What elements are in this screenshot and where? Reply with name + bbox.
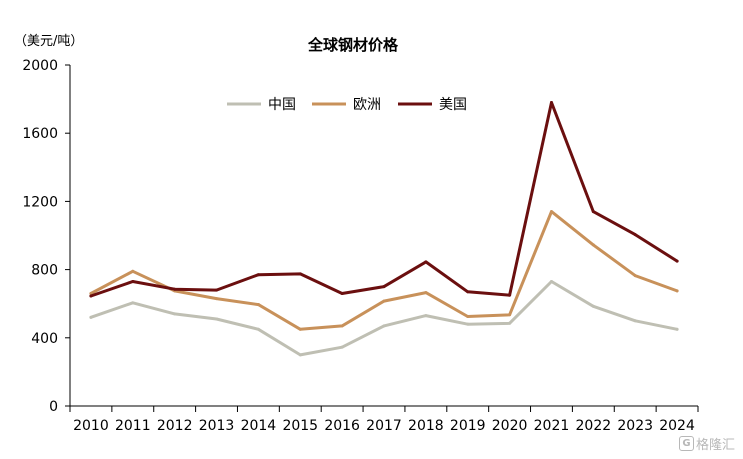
data-point	[215, 317, 219, 321]
data-point	[508, 321, 512, 325]
y-tick-label: 1200	[22, 194, 58, 210]
data-point	[298, 327, 302, 331]
x-tick-label: 2012	[157, 418, 193, 434]
y-tick-label: 800	[31, 263, 58, 279]
x-tick-label: 2018	[408, 418, 444, 434]
data-point	[549, 210, 553, 214]
data-point	[675, 289, 679, 293]
data-point	[256, 327, 260, 331]
x-tick-label: 2019	[450, 418, 486, 434]
x-tick-label: 2013	[199, 418, 235, 434]
x-tick-label: 2022	[576, 418, 612, 434]
axes: 0 400 800 1200 1600 2000 2010 2011 2012 2013 2014 2…	[22, 58, 699, 434]
data-point	[508, 313, 512, 317]
x-tick-label: 2010	[73, 418, 109, 434]
data-point	[340, 324, 344, 328]
data-point	[298, 353, 302, 357]
data-point	[173, 312, 177, 316]
data-point	[131, 301, 135, 305]
y-tick-label: 400	[31, 331, 58, 347]
data-point	[215, 297, 219, 301]
y-tick-label: 1600	[22, 126, 58, 142]
data-point	[591, 304, 595, 308]
x-tick-label: 2020	[492, 418, 528, 434]
data-point	[675, 327, 679, 331]
y-tick-label: 0	[49, 399, 58, 415]
watermark-text: 格隆汇	[695, 438, 735, 453]
legend: 中国 欧洲 美国	[227, 97, 467, 113]
data-point	[382, 324, 386, 328]
data-point	[298, 272, 302, 276]
data-point	[256, 303, 260, 307]
data-point	[466, 314, 470, 318]
data-point	[549, 101, 553, 105]
x-tick-label: 2023	[617, 418, 653, 434]
data-point	[633, 319, 637, 323]
x-tick-label: 2017	[366, 418, 402, 434]
data-point	[508, 293, 512, 297]
data-point	[633, 233, 637, 237]
data-point	[591, 243, 595, 247]
data-point	[591, 210, 595, 214]
chart-title: 全球钢材价格	[307, 36, 399, 54]
watermark: G 格隆汇	[678, 434, 735, 453]
series-line-2	[89, 101, 679, 298]
x-tick-label: 2011	[115, 418, 151, 434]
data-point	[215, 288, 219, 292]
data-point	[466, 322, 470, 326]
data-point	[173, 287, 177, 291]
x-tick-label: 2021	[534, 418, 570, 434]
y-unit-label: （美元/吨）	[14, 34, 83, 49]
data-point	[424, 260, 428, 264]
data-point	[131, 269, 135, 273]
data-point	[89, 315, 93, 319]
data-point	[340, 345, 344, 349]
data-point	[382, 299, 386, 303]
series-group	[89, 101, 679, 357]
data-point	[424, 291, 428, 295]
x-tick-label: 2014	[241, 418, 277, 434]
data-point	[256, 273, 260, 277]
x-tick-label: 2024	[659, 418, 695, 434]
watermark-logo-icon: G	[678, 436, 694, 451]
data-point	[549, 280, 553, 284]
data-point	[675, 259, 679, 263]
legend-label: 中国	[268, 97, 296, 113]
data-point	[424, 314, 428, 318]
data-point	[340, 291, 344, 295]
series-line-1	[89, 210, 679, 331]
data-point	[382, 285, 386, 289]
data-point	[633, 274, 637, 278]
x-tick-label: 2015	[282, 418, 318, 434]
x-tick-label: 2016	[324, 418, 360, 434]
y-tick-label: 2000	[22, 58, 58, 74]
data-point	[131, 280, 135, 284]
data-point	[89, 294, 93, 298]
legend-label: 美国	[439, 97, 467, 113]
data-point	[466, 290, 470, 294]
legend-label: 欧洲	[353, 97, 381, 113]
